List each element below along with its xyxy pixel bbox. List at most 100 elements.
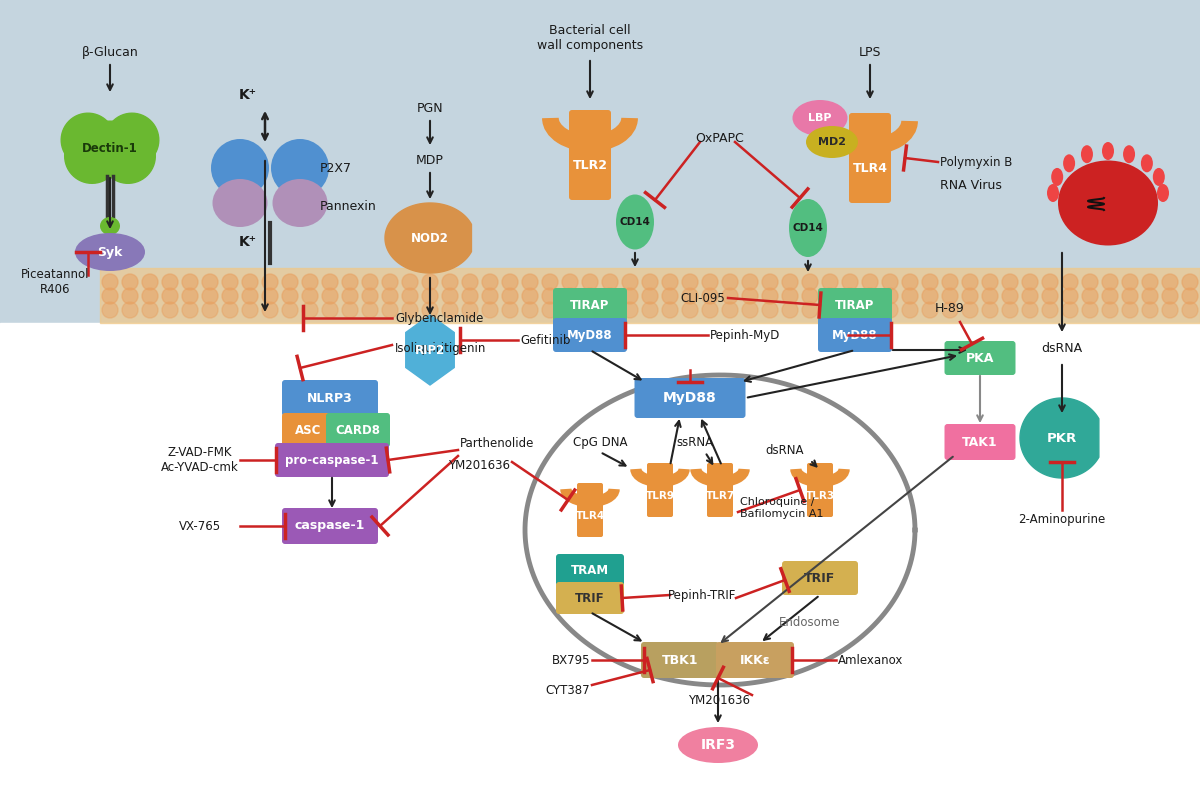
Circle shape — [722, 288, 738, 304]
Text: Amlexanox: Amlexanox — [838, 653, 904, 667]
Ellipse shape — [1153, 168, 1165, 186]
Circle shape — [122, 274, 138, 290]
FancyBboxPatch shape — [707, 463, 733, 517]
Circle shape — [502, 302, 518, 318]
FancyBboxPatch shape — [716, 642, 794, 678]
Circle shape — [162, 302, 178, 318]
Circle shape — [102, 274, 118, 290]
Circle shape — [282, 302, 298, 318]
Text: Pepinh-TRIF: Pepinh-TRIF — [668, 589, 736, 601]
Circle shape — [482, 274, 498, 290]
Text: TLR9: TLR9 — [646, 491, 674, 501]
Circle shape — [562, 274, 578, 290]
Circle shape — [782, 302, 798, 318]
Circle shape — [582, 274, 598, 290]
Text: LBP: LBP — [809, 113, 832, 123]
Circle shape — [662, 288, 678, 304]
Text: K⁺: K⁺ — [239, 235, 257, 249]
Circle shape — [962, 302, 978, 318]
Circle shape — [342, 288, 358, 304]
Text: pro-caspase-1: pro-caspase-1 — [286, 454, 379, 466]
Circle shape — [1042, 302, 1058, 318]
Polygon shape — [406, 315, 455, 385]
Circle shape — [182, 274, 198, 290]
Text: TLR7: TLR7 — [706, 491, 734, 501]
Circle shape — [262, 302, 278, 318]
Circle shape — [862, 274, 878, 290]
Circle shape — [1062, 302, 1078, 318]
Text: Pepinh-MyD: Pepinh-MyD — [710, 329, 780, 341]
Text: CLI-095: CLI-095 — [680, 292, 725, 304]
Text: CpG DNA: CpG DNA — [572, 436, 628, 448]
Ellipse shape — [271, 139, 329, 197]
Ellipse shape — [1051, 168, 1063, 186]
Text: MDP: MDP — [416, 154, 444, 166]
Text: Syk: Syk — [97, 246, 122, 258]
Circle shape — [1182, 288, 1198, 304]
Text: MyD88: MyD88 — [832, 329, 878, 341]
Circle shape — [542, 288, 558, 304]
Circle shape — [222, 288, 238, 304]
Circle shape — [702, 274, 718, 290]
Circle shape — [782, 288, 798, 304]
Ellipse shape — [1063, 154, 1075, 173]
Circle shape — [1102, 288, 1118, 304]
Circle shape — [522, 274, 538, 290]
Circle shape — [502, 274, 518, 290]
Circle shape — [522, 302, 538, 318]
Text: Pannexin: Pannexin — [320, 199, 377, 213]
Text: TBK1: TBK1 — [661, 653, 698, 667]
Circle shape — [322, 274, 338, 290]
Circle shape — [542, 302, 558, 318]
Ellipse shape — [1157, 184, 1169, 202]
Text: P2X7: P2X7 — [320, 162, 352, 174]
Circle shape — [922, 274, 938, 290]
Circle shape — [922, 288, 938, 304]
Text: Endosome: Endosome — [779, 615, 841, 629]
Text: LPS: LPS — [859, 46, 881, 58]
Text: PKA: PKA — [966, 351, 994, 365]
Ellipse shape — [1123, 145, 1135, 163]
FancyBboxPatch shape — [782, 561, 858, 595]
Circle shape — [1002, 302, 1018, 318]
Circle shape — [662, 302, 678, 318]
Circle shape — [682, 302, 698, 318]
Circle shape — [422, 288, 438, 304]
Circle shape — [582, 302, 598, 318]
Circle shape — [502, 288, 518, 304]
Circle shape — [642, 302, 658, 318]
Text: caspase-1: caspase-1 — [295, 519, 365, 533]
Circle shape — [1162, 288, 1178, 304]
Circle shape — [1142, 288, 1158, 304]
Circle shape — [122, 288, 138, 304]
Polygon shape — [1020, 398, 1099, 478]
Polygon shape — [106, 113, 158, 167]
Ellipse shape — [211, 139, 269, 197]
Text: Polymyxin B: Polymyxin B — [940, 155, 1013, 169]
Text: MyD88: MyD88 — [664, 391, 716, 405]
Text: OxPAPC: OxPAPC — [696, 132, 744, 144]
Circle shape — [322, 302, 338, 318]
Bar — [100, 268, 1200, 323]
Circle shape — [902, 288, 918, 304]
Text: TLR4: TLR4 — [852, 162, 888, 174]
Text: Parthenolide: Parthenolide — [460, 437, 534, 449]
Circle shape — [462, 302, 478, 318]
Ellipse shape — [100, 217, 120, 235]
Circle shape — [802, 288, 818, 304]
Circle shape — [182, 288, 198, 304]
Circle shape — [362, 302, 378, 318]
Ellipse shape — [790, 199, 827, 257]
FancyBboxPatch shape — [569, 110, 611, 200]
FancyBboxPatch shape — [326, 413, 390, 447]
Circle shape — [742, 288, 758, 304]
Circle shape — [642, 274, 658, 290]
Circle shape — [702, 288, 718, 304]
FancyBboxPatch shape — [944, 341, 1015, 375]
Circle shape — [1002, 288, 1018, 304]
Circle shape — [842, 302, 858, 318]
Circle shape — [442, 274, 458, 290]
Ellipse shape — [806, 126, 858, 158]
Circle shape — [402, 302, 418, 318]
Text: dsRNA: dsRNA — [1042, 341, 1082, 355]
